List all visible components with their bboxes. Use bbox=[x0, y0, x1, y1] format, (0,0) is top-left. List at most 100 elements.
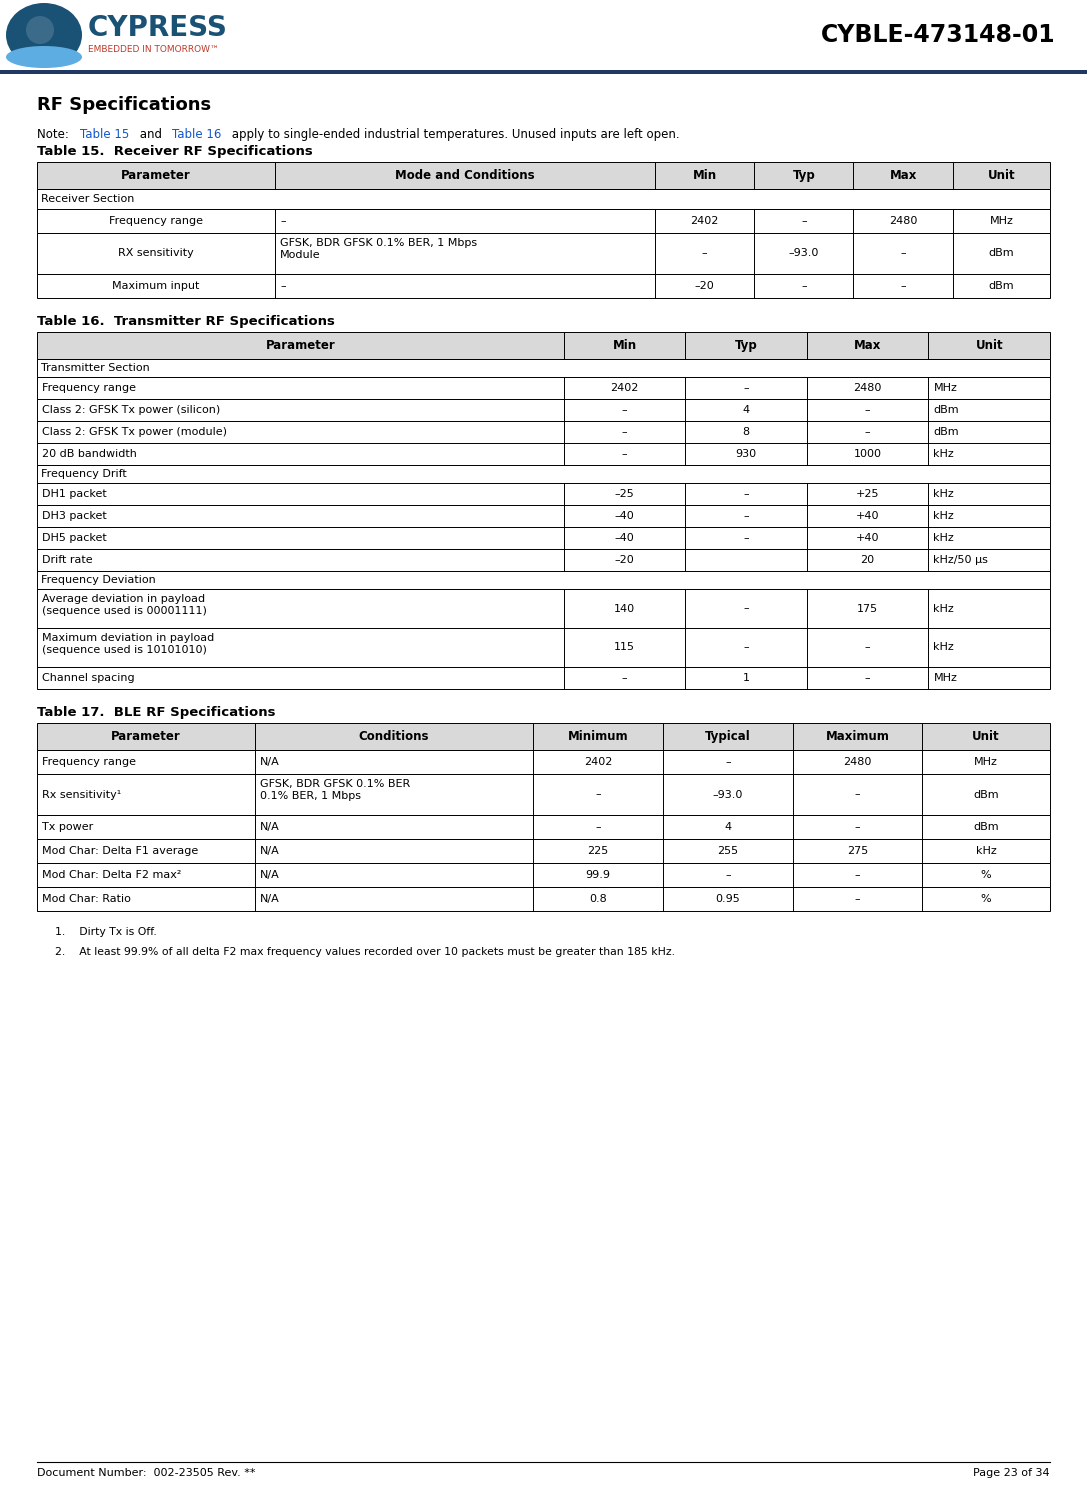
Text: –: – bbox=[622, 672, 627, 683]
Text: –: – bbox=[744, 382, 749, 393]
Bar bbox=[37, 627, 1050, 666]
Text: Table 15.  Receiver RF Specifications: Table 15. Receiver RF Specifications bbox=[37, 145, 313, 158]
Text: –: – bbox=[622, 405, 627, 415]
Text: Rx sensitivity¹: Rx sensitivity¹ bbox=[42, 789, 122, 799]
Text: Parameter: Parameter bbox=[121, 169, 191, 182]
Text: –: – bbox=[596, 822, 601, 832]
Text: Transmitter Section: Transmitter Section bbox=[41, 363, 150, 374]
Text: 175: 175 bbox=[857, 604, 878, 614]
Text: kHz: kHz bbox=[934, 533, 954, 542]
Bar bbox=[37, 750, 1050, 774]
Text: CYPRESS: CYPRESS bbox=[88, 13, 228, 42]
Text: MHz: MHz bbox=[934, 672, 958, 683]
Bar bbox=[37, 505, 1050, 527]
Text: Document Number:  002-23505 Rev. **: Document Number: 002-23505 Rev. ** bbox=[37, 1469, 255, 1478]
Text: –: – bbox=[596, 789, 601, 799]
Text: dBm: dBm bbox=[973, 789, 999, 799]
Text: 2402: 2402 bbox=[611, 382, 639, 393]
Text: Min: Min bbox=[692, 169, 716, 182]
Bar bbox=[37, 840, 1050, 864]
Text: 4: 4 bbox=[742, 405, 750, 415]
Text: DH3 packet: DH3 packet bbox=[42, 511, 107, 521]
Text: Mod Char: Delta F2 max²: Mod Char: Delta F2 max² bbox=[42, 870, 182, 880]
Text: dBm: dBm bbox=[973, 822, 999, 832]
Text: kHz: kHz bbox=[976, 846, 997, 856]
Text: 255: 255 bbox=[717, 846, 738, 856]
Text: –: – bbox=[744, 489, 749, 499]
Text: 2402: 2402 bbox=[584, 757, 612, 766]
Bar bbox=[37, 589, 1050, 627]
Bar bbox=[37, 774, 1050, 816]
Text: Min: Min bbox=[612, 339, 637, 353]
Text: 1: 1 bbox=[742, 672, 750, 683]
Text: Maximum input: Maximum input bbox=[112, 281, 200, 291]
Text: kHz: kHz bbox=[934, 450, 954, 459]
Text: 1.    Dirty Tx is Off.: 1. Dirty Tx is Off. bbox=[55, 926, 157, 937]
Text: N/A: N/A bbox=[260, 846, 279, 856]
Text: Frequency Drift: Frequency Drift bbox=[41, 469, 127, 480]
Text: MHz: MHz bbox=[974, 757, 998, 766]
Text: Frequency Deviation: Frequency Deviation bbox=[41, 575, 155, 586]
Text: –: – bbox=[622, 450, 627, 459]
Text: 2480: 2480 bbox=[889, 217, 917, 226]
Bar bbox=[37, 465, 1050, 483]
Text: kHz: kHz bbox=[934, 642, 954, 653]
Text: Module: Module bbox=[280, 251, 321, 260]
Text: 99.9: 99.9 bbox=[586, 870, 611, 880]
Text: –: – bbox=[801, 217, 807, 226]
Text: –: – bbox=[744, 511, 749, 521]
Text: 20: 20 bbox=[861, 554, 875, 565]
Bar bbox=[37, 548, 1050, 571]
Text: –40: –40 bbox=[614, 511, 635, 521]
Text: –: – bbox=[801, 281, 807, 291]
Text: Frequency range: Frequency range bbox=[109, 217, 203, 226]
Text: Minimum: Minimum bbox=[567, 731, 628, 743]
Text: dBm: dBm bbox=[934, 405, 959, 415]
Text: (sequence used is 00001111): (sequence used is 00001111) bbox=[42, 607, 207, 617]
Text: –: – bbox=[622, 427, 627, 438]
Bar bbox=[37, 332, 1050, 359]
Text: and: and bbox=[136, 128, 166, 140]
Bar bbox=[37, 161, 1050, 190]
Text: Unit: Unit bbox=[988, 169, 1015, 182]
Text: dBm: dBm bbox=[988, 281, 1014, 291]
Text: 2480: 2480 bbox=[844, 757, 872, 766]
Text: GFSK, BDR GFSK 0.1% BER: GFSK, BDR GFSK 0.1% BER bbox=[260, 778, 410, 789]
Bar bbox=[37, 359, 1050, 376]
Bar bbox=[37, 527, 1050, 548]
Text: Mode and Conditions: Mode and Conditions bbox=[396, 169, 535, 182]
Text: –: – bbox=[854, 893, 860, 904]
Text: 0.8: 0.8 bbox=[589, 893, 607, 904]
Text: Max: Max bbox=[889, 169, 916, 182]
Text: Average deviation in payload: Average deviation in payload bbox=[42, 595, 205, 604]
Bar bbox=[37, 666, 1050, 689]
Text: Frequency range: Frequency range bbox=[42, 757, 136, 766]
Text: –: – bbox=[865, 405, 871, 415]
Text: 1000: 1000 bbox=[853, 450, 882, 459]
Bar bbox=[37, 571, 1050, 589]
Text: –40: –40 bbox=[614, 533, 635, 542]
Text: –: – bbox=[744, 604, 749, 614]
Text: kHz: kHz bbox=[934, 511, 954, 521]
Ellipse shape bbox=[7, 3, 82, 67]
Text: 275: 275 bbox=[847, 846, 869, 856]
Text: Page 23 of 34: Page 23 of 34 bbox=[973, 1469, 1050, 1478]
Text: Drift rate: Drift rate bbox=[42, 554, 92, 565]
Bar bbox=[37, 273, 1050, 297]
Text: Table 17.  BLE RF Specifications: Table 17. BLE RF Specifications bbox=[37, 707, 275, 719]
Text: Note:: Note: bbox=[37, 128, 73, 140]
Text: –: – bbox=[280, 281, 286, 291]
Text: –20: –20 bbox=[614, 554, 635, 565]
Ellipse shape bbox=[7, 46, 82, 69]
Bar bbox=[37, 816, 1050, 840]
Text: %: % bbox=[980, 870, 991, 880]
Text: Frequency range: Frequency range bbox=[42, 382, 136, 393]
Text: –: – bbox=[854, 822, 860, 832]
Text: kHz/50 µs: kHz/50 µs bbox=[934, 554, 988, 565]
Text: GFSK, BDR GFSK 0.1% BER, 1 Mbps: GFSK, BDR GFSK 0.1% BER, 1 Mbps bbox=[280, 238, 477, 248]
Text: –: – bbox=[854, 789, 860, 799]
Text: 0.95: 0.95 bbox=[715, 893, 740, 904]
Text: Typical: Typical bbox=[705, 731, 751, 743]
Text: RX sensitivity: RX sensitivity bbox=[118, 248, 193, 258]
Text: Table 15: Table 15 bbox=[79, 128, 128, 140]
